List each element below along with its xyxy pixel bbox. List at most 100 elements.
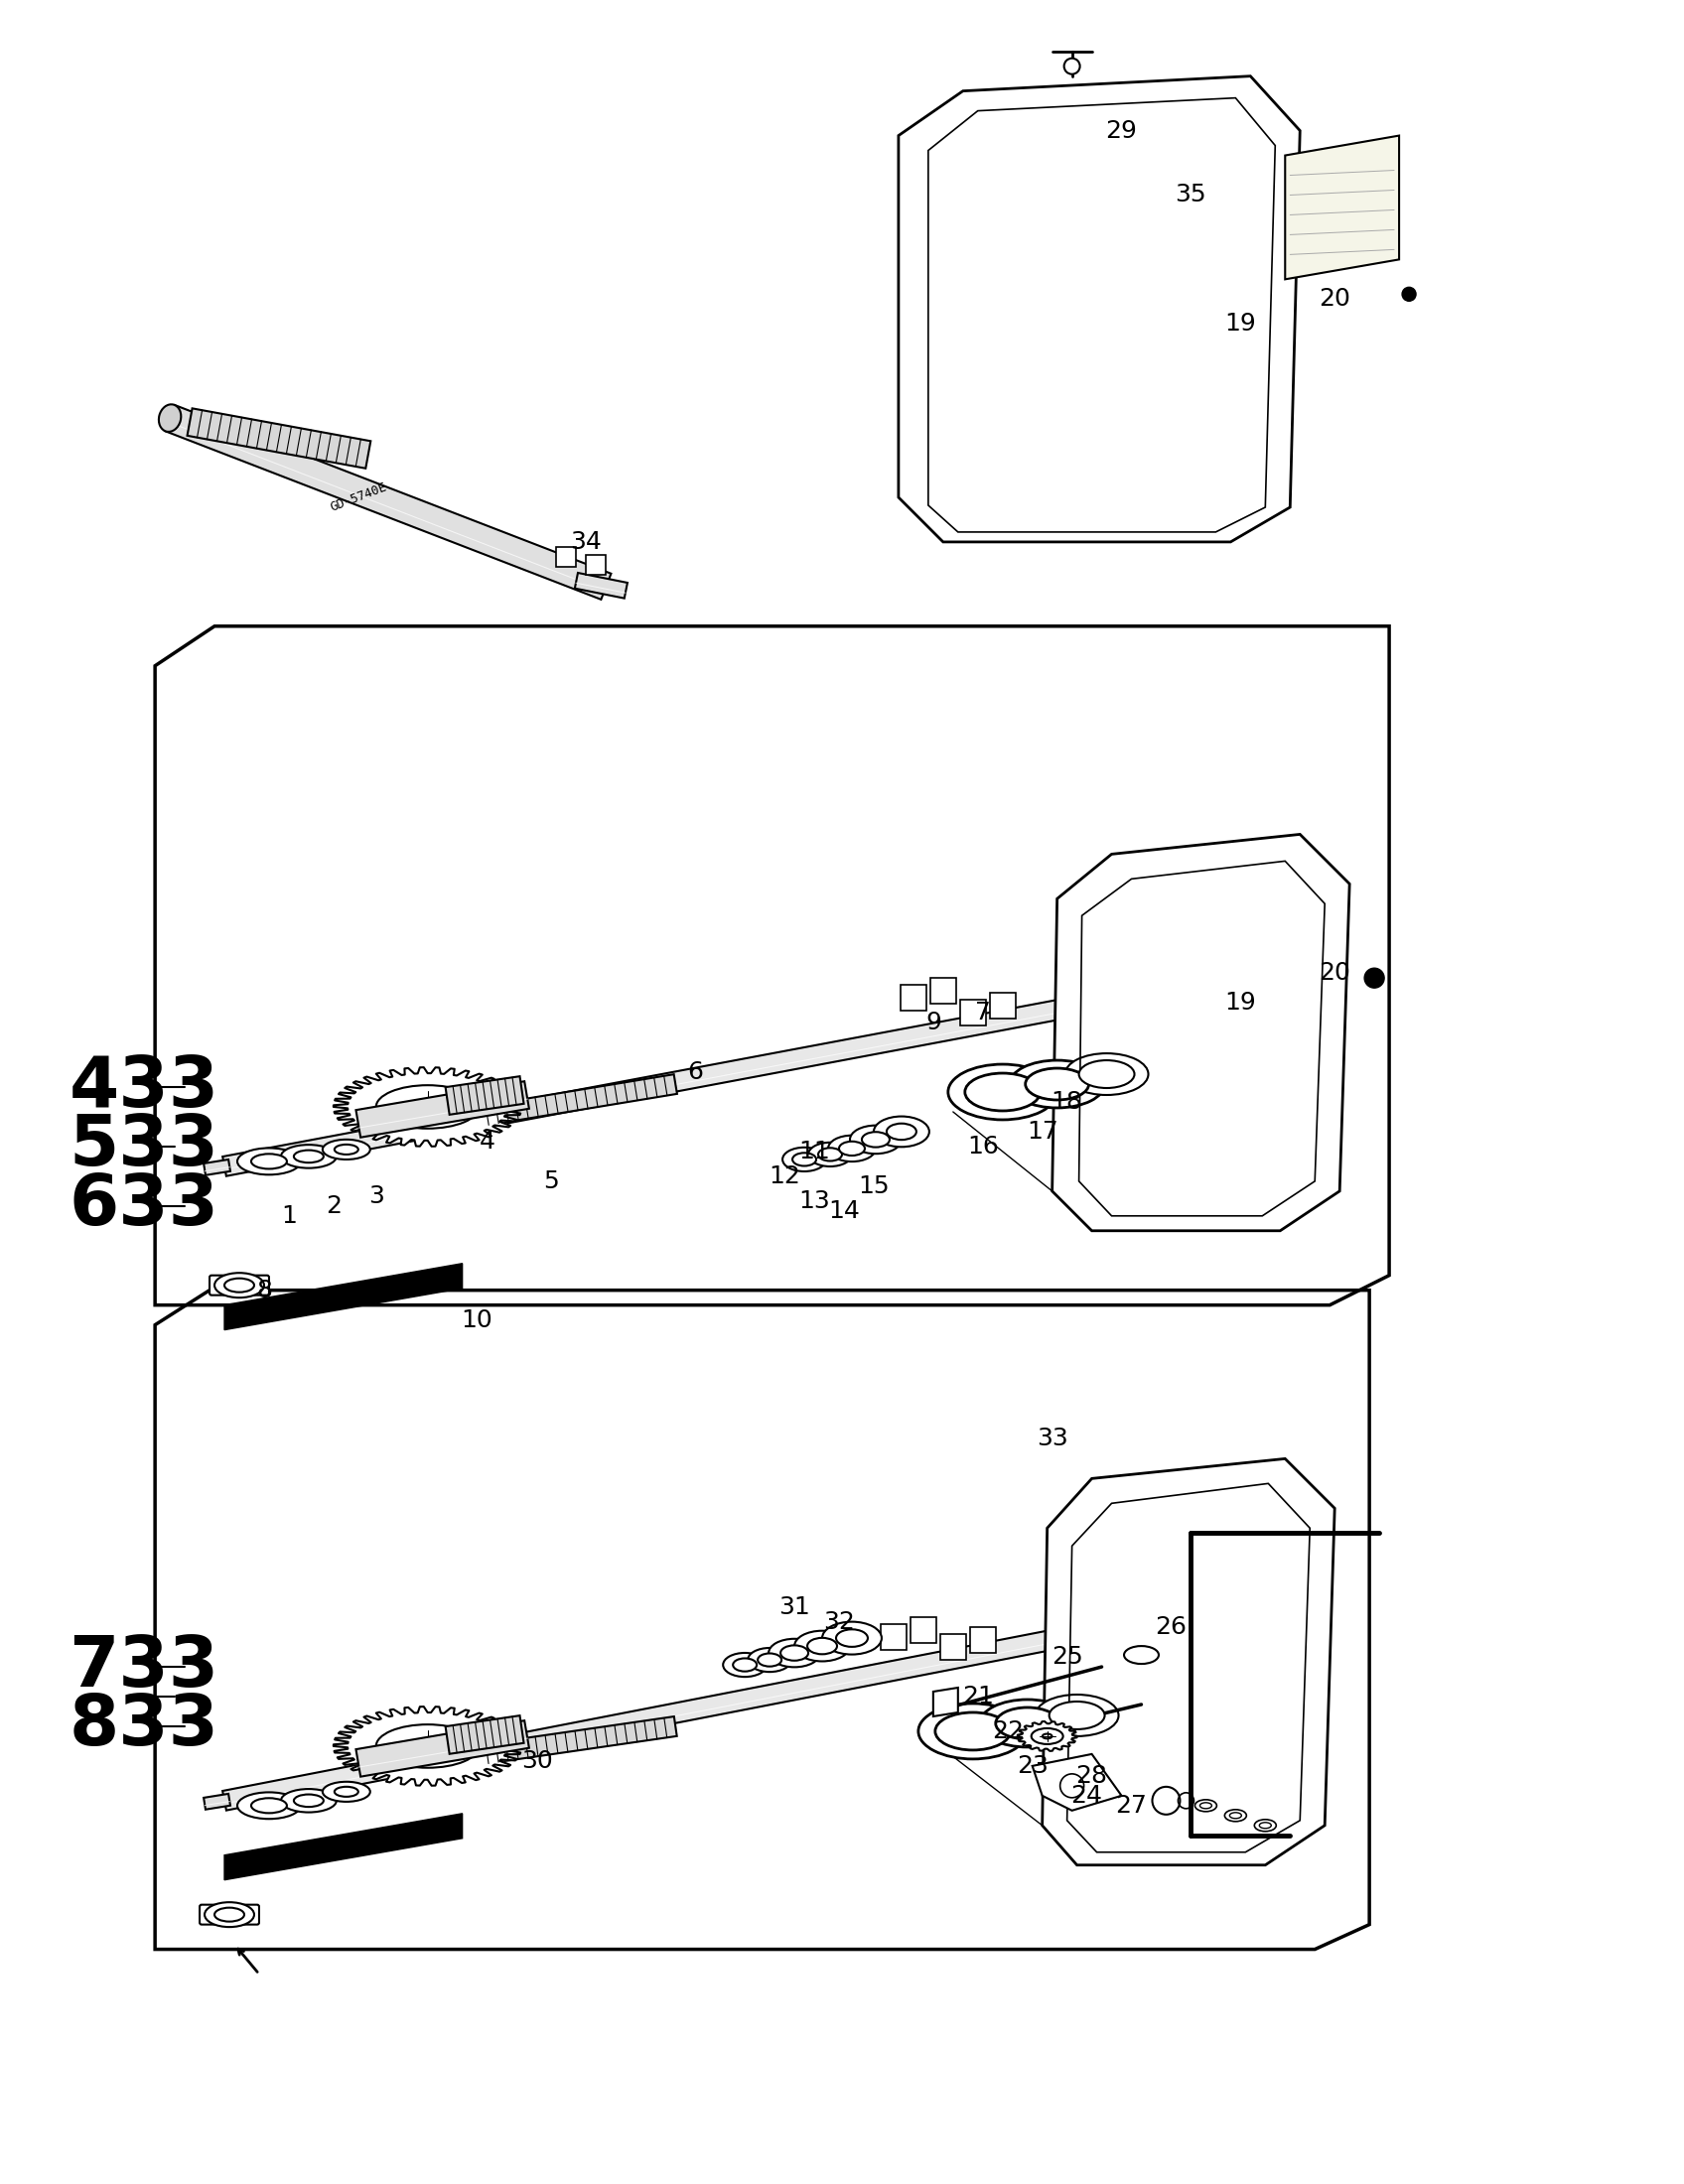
Ellipse shape [214, 1907, 244, 1922]
Ellipse shape [980, 1699, 1074, 1747]
Text: 34: 34 [571, 531, 603, 555]
Polygon shape [204, 1793, 231, 1811]
Ellipse shape [795, 1631, 850, 1662]
Ellipse shape [768, 1638, 820, 1666]
Ellipse shape [781, 1645, 808, 1660]
Circle shape [1064, 59, 1079, 74]
Text: 30: 30 [520, 1749, 552, 1773]
Ellipse shape [1026, 1068, 1090, 1101]
Ellipse shape [748, 1649, 791, 1673]
Ellipse shape [1229, 1813, 1241, 1819]
Text: 29: 29 [1106, 118, 1137, 142]
Text: 35: 35 [1175, 183, 1207, 207]
FancyBboxPatch shape [881, 1625, 906, 1649]
FancyBboxPatch shape [960, 1000, 985, 1026]
Polygon shape [165, 404, 611, 598]
Ellipse shape [1079, 1059, 1135, 1088]
Text: 14: 14 [829, 1199, 861, 1223]
Text: 6: 6 [687, 1059, 704, 1083]
Ellipse shape [293, 1795, 323, 1806]
Ellipse shape [281, 1144, 337, 1168]
Text: 20: 20 [1319, 288, 1351, 310]
Text: 22: 22 [992, 1719, 1024, 1743]
Ellipse shape [204, 1902, 254, 1926]
Text: 3: 3 [369, 1184, 384, 1208]
Polygon shape [475, 1075, 677, 1127]
Ellipse shape [158, 404, 180, 432]
Ellipse shape [839, 1142, 866, 1155]
Circle shape [1403, 288, 1416, 301]
Text: 21: 21 [962, 1684, 994, 1708]
Ellipse shape [886, 1123, 916, 1140]
Text: 33: 33 [1036, 1426, 1068, 1450]
Ellipse shape [948, 1064, 1058, 1120]
Text: 12: 12 [768, 1164, 800, 1188]
Polygon shape [574, 572, 628, 598]
Ellipse shape [323, 1782, 370, 1802]
Ellipse shape [1260, 1821, 1271, 1828]
Text: 15: 15 [859, 1175, 889, 1199]
Ellipse shape [807, 1638, 837, 1653]
Polygon shape [1017, 1721, 1078, 1752]
Text: 27: 27 [1115, 1793, 1147, 1817]
Text: 17: 17 [1027, 1120, 1058, 1144]
FancyBboxPatch shape [940, 1634, 967, 1660]
Ellipse shape [822, 1623, 882, 1655]
Ellipse shape [323, 1140, 370, 1160]
Ellipse shape [835, 1629, 867, 1647]
Ellipse shape [808, 1142, 852, 1166]
Text: 833: 833 [69, 1693, 219, 1760]
Ellipse shape [1049, 1701, 1105, 1730]
Polygon shape [333, 1068, 522, 1147]
Text: 10: 10 [461, 1308, 493, 1332]
Text: 20: 20 [1319, 961, 1351, 985]
Ellipse shape [783, 1147, 827, 1171]
Text: 16: 16 [967, 1136, 999, 1158]
Ellipse shape [335, 1787, 359, 1797]
FancyBboxPatch shape [901, 985, 926, 1011]
Polygon shape [204, 1160, 231, 1175]
Text: 31: 31 [778, 1597, 810, 1618]
Text: 733: 733 [69, 1634, 219, 1701]
Polygon shape [224, 1813, 463, 1880]
Text: 18: 18 [1051, 1090, 1083, 1114]
Polygon shape [355, 1721, 529, 1776]
Text: 26: 26 [1155, 1616, 1187, 1640]
Polygon shape [1052, 834, 1349, 1232]
Ellipse shape [935, 1712, 1010, 1749]
Circle shape [1152, 1787, 1180, 1815]
Text: 533: 533 [69, 1112, 219, 1182]
Text: 8: 8 [256, 1278, 273, 1302]
Text: 24: 24 [1071, 1784, 1103, 1808]
Ellipse shape [1036, 1695, 1118, 1736]
Ellipse shape [1031, 1728, 1063, 1745]
Ellipse shape [214, 1273, 264, 1297]
Text: 13: 13 [798, 1188, 830, 1212]
Ellipse shape [1196, 1800, 1218, 1811]
Ellipse shape [862, 1131, 889, 1147]
Ellipse shape [850, 1125, 901, 1153]
Ellipse shape [1123, 1647, 1159, 1664]
Ellipse shape [995, 1708, 1059, 1738]
Polygon shape [1032, 1754, 1122, 1811]
Polygon shape [333, 1706, 522, 1787]
Ellipse shape [829, 1136, 876, 1162]
FancyBboxPatch shape [209, 1275, 269, 1295]
Polygon shape [1042, 1459, 1335, 1865]
Ellipse shape [376, 1085, 480, 1129]
Text: 11: 11 [798, 1140, 830, 1164]
Text: 5: 5 [544, 1168, 559, 1192]
Ellipse shape [376, 1725, 480, 1767]
Ellipse shape [281, 1789, 337, 1813]
Polygon shape [446, 1717, 524, 1754]
Text: 19: 19 [1224, 312, 1256, 336]
Text: 633: 633 [69, 1173, 219, 1241]
Ellipse shape [722, 1653, 766, 1677]
Ellipse shape [335, 1144, 359, 1155]
Text: 7: 7 [975, 1000, 990, 1024]
Polygon shape [355, 1081, 529, 1138]
Polygon shape [187, 408, 370, 467]
Ellipse shape [874, 1116, 930, 1147]
Text: 23: 23 [1017, 1754, 1047, 1778]
Ellipse shape [413, 1101, 443, 1114]
